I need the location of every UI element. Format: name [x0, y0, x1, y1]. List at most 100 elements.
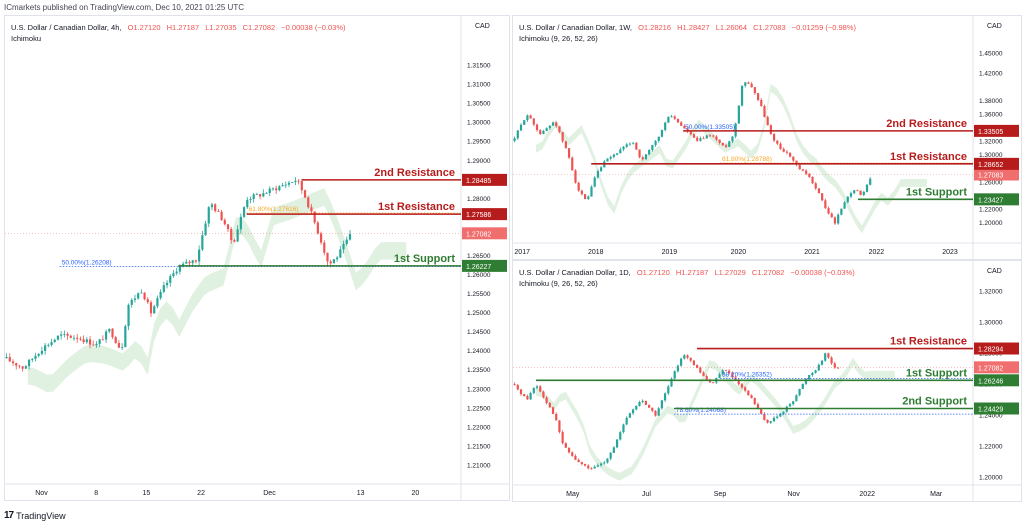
- candle-body: [782, 411, 785, 414]
- candle-body: [329, 261, 332, 264]
- candle-body: [590, 468, 593, 470]
- candle-body: [513, 138, 516, 142]
- candle-body: [15, 363, 18, 366]
- candle-body: [104, 331, 108, 340]
- candle-body: [795, 160, 798, 165]
- candle-body: [548, 125, 551, 129]
- time-tick-label: Dec: [263, 490, 276, 497]
- candle-body: [69, 335, 72, 338]
- candle-body: [756, 93, 760, 101]
- candle-body: [849, 193, 853, 197]
- candle-body: [744, 82, 747, 86]
- candle-body: [776, 140, 779, 144]
- candle-body: [516, 130, 519, 139]
- ohlc-high: H1.27187: [166, 23, 200, 32]
- candle-body: [265, 193, 268, 194]
- sr-level-label: 1st Support: [906, 367, 967, 379]
- sr-level-tag-label: 1.28652: [978, 162, 1003, 169]
- candle-body: [635, 405, 638, 410]
- price-tick-label: 1.42000: [979, 71, 1003, 78]
- candle-body: [644, 154, 648, 160]
- ohlc-change: −0.00038 (−0.03%): [790, 268, 855, 277]
- candle-body: [532, 387, 535, 394]
- candle-body: [731, 136, 734, 142]
- candle-body: [95, 343, 98, 346]
- ohlc-open: O1.28216: [638, 23, 672, 32]
- candle-body: [159, 291, 162, 299]
- candle-body: [606, 458, 609, 463]
- candle-body: [821, 193, 824, 201]
- candle-body: [699, 367, 702, 373]
- candle-body: [332, 259, 336, 264]
- price-tick-label: 1.26000: [979, 179, 1003, 186]
- candle-body: [651, 145, 654, 150]
- price-tick-label: 1.30500: [467, 101, 491, 108]
- candle-body: [865, 184, 869, 192]
- candle-body: [191, 260, 194, 264]
- chart-panel-4h[interactable]: CAD 1.31500 1.31000 1.30500 1.30000 1.29500 1.…: [4, 15, 510, 501]
- candle-body: [676, 365, 680, 372]
- candle-body: [824, 200, 827, 209]
- candle-body: [744, 387, 747, 391]
- chart-panel-1d[interactable]: CAD1.320001.300001.280001.260001.240001.…: [512, 260, 1022, 502]
- price-tick-label: 1.22500: [467, 405, 491, 412]
- candle-body: [319, 233, 323, 243]
- candle-body: [805, 170, 808, 174]
- candle-body: [760, 409, 763, 414]
- candle-body: [583, 464, 587, 466]
- candle-body: [795, 395, 798, 402]
- candle-body: [622, 146, 625, 150]
- candle-body: [676, 118, 680, 123]
- price-tick-label: 1.25000: [467, 310, 491, 317]
- sr-level-label: 1st Resistance: [890, 336, 967, 348]
- candle-body: [785, 151, 789, 153]
- candle-body: [294, 180, 297, 183]
- candle-body: [574, 455, 577, 460]
- candle-body: [255, 194, 258, 195]
- tradingview-logo-icon: 17: [4, 510, 14, 521]
- sr-level-tag-label: 1.24429: [978, 407, 1003, 414]
- candle-body: [862, 191, 865, 196]
- fib-level-label: 78.60%(1.24068): [676, 407, 726, 414]
- candle-body: [859, 190, 862, 196]
- candle-body: [651, 407, 654, 411]
- candle-body: [715, 136, 718, 140]
- candle-body: [724, 145, 728, 147]
- candle-body: [24, 366, 27, 369]
- candle-body: [220, 211, 223, 221]
- candle-body: [817, 364, 820, 371]
- candle-body: [47, 344, 50, 346]
- candle-body: [705, 376, 708, 380]
- candle-body: [72, 337, 76, 339]
- candle-body: [663, 393, 667, 401]
- candle-body: [539, 386, 542, 392]
- sr-level-tag: [974, 342, 1019, 355]
- candle-body: [529, 115, 532, 119]
- candle-body: [660, 130, 664, 137]
- time-tick-label: 2020: [731, 249, 747, 256]
- price-tick-label: 1.25500: [467, 291, 491, 298]
- publisher-header: ICmarkets published on TradingView.com, …: [4, 3, 244, 12]
- candle-body: [615, 439, 619, 448]
- candle-body: [616, 153, 619, 155]
- price-tick-label: 1.32000: [979, 289, 1003, 296]
- chart-panel-1w[interactable]: CAD1.450001.420001.380001.360001.340001.…: [512, 15, 1022, 260]
- candle-body: [149, 302, 153, 314]
- candle-body: [657, 408, 660, 416]
- candle-body: [336, 257, 339, 260]
- candle-body: [226, 224, 230, 230]
- price-tick-label: 1.29500: [467, 139, 491, 146]
- candle-body: [763, 413, 766, 420]
- candle-body: [648, 149, 651, 155]
- candle-body: [326, 252, 329, 262]
- price-tick-label: 1.30000: [979, 320, 1003, 327]
- candle-body: [837, 214, 840, 224]
- candle-body: [571, 157, 574, 171]
- candle-body: [117, 343, 121, 348]
- candle-body: [846, 196, 849, 203]
- ohlc-close: C1.27082: [242, 23, 276, 32]
- candle-body: [143, 292, 146, 300]
- candle-body: [724, 370, 728, 372]
- candle-body: [631, 409, 635, 414]
- current-price-tag-label: 1.27082: [466, 231, 491, 238]
